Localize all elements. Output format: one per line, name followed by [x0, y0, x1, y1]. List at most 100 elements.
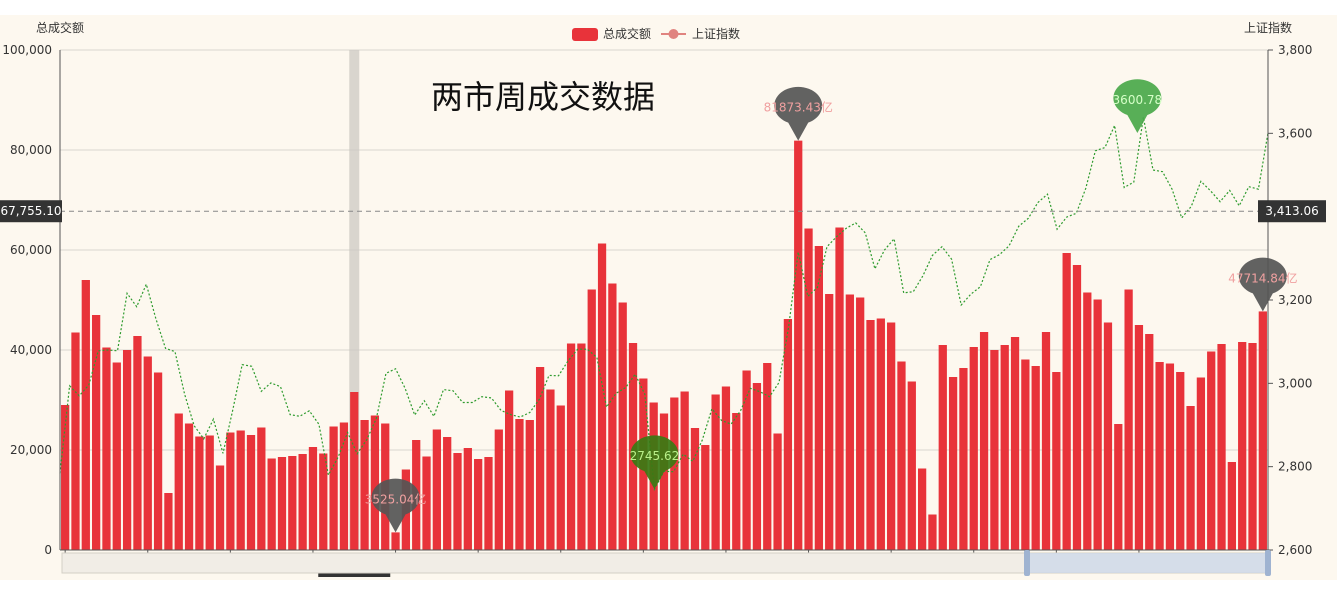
bar: [680, 391, 689, 550]
bar: [794, 140, 803, 550]
bar: [215, 465, 225, 550]
bar: [1227, 462, 1236, 550]
right-tick-label: 3,000: [1278, 376, 1312, 390]
bar: [773, 433, 782, 550]
bar: [102, 347, 111, 550]
bar: [319, 453, 328, 550]
bar: [1145, 334, 1154, 550]
bar: [1207, 351, 1216, 550]
legend-label-index[interactable]: 上证指数: [692, 26, 740, 41]
bar: [1186, 406, 1195, 550]
left-tick-label: 0: [44, 543, 52, 557]
bar: [1114, 424, 1123, 550]
bar: [804, 228, 813, 550]
bar: [133, 336, 142, 550]
bar: [143, 356, 152, 550]
marker-last-amount: 47714.84亿: [1228, 257, 1297, 312]
bar: [443, 437, 452, 550]
bar: [752, 383, 762, 550]
bar: [504, 390, 514, 550]
bar: [1010, 337, 1020, 550]
bar: [969, 347, 978, 550]
bar: [184, 423, 194, 550]
right-tick-label: 3,800: [1278, 43, 1312, 57]
bar: [763, 363, 772, 550]
bar: [732, 413, 741, 550]
bar: [1103, 322, 1113, 550]
bar: [577, 343, 586, 550]
bar: [360, 420, 369, 550]
marker-last-amount-shape: [1238, 257, 1287, 312]
bar: [453, 453, 462, 550]
marker-min-index-shape: [630, 435, 679, 490]
left-axis-label: 总成交额: [36, 20, 84, 35]
bar: [350, 392, 359, 550]
bar: [1124, 289, 1133, 550]
bar: [1052, 372, 1061, 550]
bar: [608, 283, 617, 550]
bar: [1083, 292, 1092, 550]
bar: [535, 367, 545, 550]
marker-max-index-label: 3600.78: [1113, 93, 1163, 107]
zoom-right-handle[interactable]: [1265, 550, 1271, 576]
legend-label-amount[interactable]: 总成交额: [603, 26, 651, 41]
zoom-selected-window[interactable]: [1027, 553, 1269, 573]
crosshair-right-label: 3,413.06: [1265, 204, 1318, 218]
bar: [1021, 359, 1030, 550]
bar: [164, 493, 173, 550]
bar: [825, 294, 834, 550]
bar: [1134, 325, 1144, 550]
bar: [948, 377, 958, 550]
bar: [1217, 344, 1226, 550]
bar: [112, 362, 121, 550]
bar: [907, 381, 916, 550]
legend[interactable]: 总成交额 上证指数: [572, 26, 740, 41]
bar: [845, 294, 854, 550]
markers-layer: 81873.43亿 3525.04亿 47714.84亿 2745.62 3600.78: [365, 79, 1297, 533]
bar: [670, 397, 679, 550]
bar: [566, 343, 576, 550]
marker-min-index: 2745.62: [630, 435, 679, 490]
bar: [1000, 345, 1009, 550]
left-tick-label: 40,000: [10, 343, 52, 357]
legend-line-dot[interactable]: [668, 29, 679, 39]
bar: [515, 419, 524, 550]
right-tick-label: 3,200: [1278, 293, 1312, 307]
bar: [990, 350, 999, 550]
bar: [525, 420, 534, 550]
bar: [1248, 343, 1257, 550]
right-tick-label: 2,800: [1278, 460, 1312, 474]
bar: [876, 318, 885, 550]
bar: [92, 315, 101, 550]
bar: [783, 319, 793, 550]
bar: [742, 370, 751, 550]
bar: [1176, 372, 1185, 550]
bar: [618, 302, 627, 550]
legend-bar-swatch[interactable]: [572, 28, 598, 41]
left-tick-label: 60,000: [10, 243, 52, 257]
bar: [1155, 362, 1164, 550]
bar: [236, 430, 245, 550]
bar: [835, 227, 844, 550]
crosshair-left-tag: [0, 200, 62, 223]
bar: [690, 428, 700, 550]
bar: [153, 372, 163, 550]
bar: [938, 345, 947, 550]
bar: [887, 322, 896, 550]
bar: [61, 405, 70, 550]
bar: [1072, 265, 1082, 550]
bar: [979, 332, 989, 550]
bar: [1196, 377, 1206, 550]
crosshair-band: [349, 50, 360, 550]
bar: [474, 459, 483, 550]
chart-title: 两市周成交数据: [431, 78, 655, 116]
bar: [659, 413, 669, 550]
marker-min-amount-label: 3525.04亿: [365, 491, 427, 506]
bar: [1258, 311, 1267, 550]
bar: [174, 413, 183, 550]
bar: [814, 246, 824, 550]
marker-max-amount-label: 81873.43亿: [764, 100, 833, 115]
data-zoom-slider[interactable]: [61, 550, 1271, 576]
zoom-left-handle[interactable]: [1024, 550, 1030, 576]
